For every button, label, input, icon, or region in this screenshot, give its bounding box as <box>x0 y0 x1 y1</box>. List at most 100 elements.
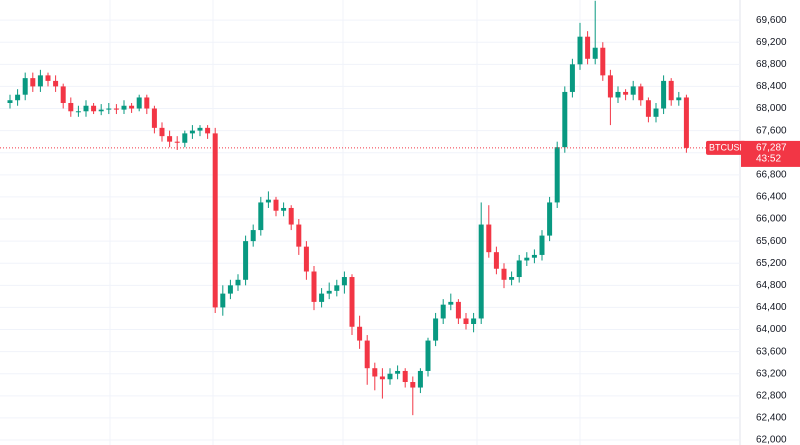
y-tick-label: 68,800 <box>756 59 787 70</box>
candle-body <box>417 370 423 388</box>
candle-body <box>486 224 492 253</box>
candle-body <box>630 86 636 95</box>
candle-body <box>113 108 119 110</box>
candle-body <box>425 340 431 371</box>
candle-body <box>319 293 325 302</box>
candle-body <box>227 285 233 294</box>
candle-body <box>53 80 59 87</box>
y-tick-label: 65,600 <box>756 236 787 247</box>
y-tick-label: 64,800 <box>756 280 787 291</box>
y-tick-label: 64,000 <box>756 324 787 335</box>
candle-body <box>212 133 218 308</box>
candle-body <box>387 373 393 380</box>
y-tick-label: 66,800 <box>756 169 787 180</box>
candle-body <box>182 133 188 143</box>
candle-body <box>676 97 682 101</box>
candle-body <box>372 368 378 377</box>
candle-body <box>37 75 43 87</box>
candle-body <box>144 97 150 109</box>
y-tick-label: 67,600 <box>756 125 787 136</box>
candle-body <box>615 91 621 98</box>
candle-body <box>661 80 667 109</box>
candle-body <box>60 86 66 103</box>
candle-body <box>334 285 340 291</box>
candle-body <box>326 290 332 294</box>
candle-body <box>539 235 545 255</box>
candle-body <box>395 370 401 374</box>
candle-body <box>174 141 180 143</box>
candle-body <box>448 301 454 305</box>
y-tick-label: 64,400 <box>756 302 787 313</box>
candle-body <box>311 271 317 302</box>
candle-body <box>341 277 347 286</box>
candle-body <box>136 97 142 109</box>
candle-body <box>577 36 583 65</box>
y-tick-label: 65,200 <box>756 258 787 269</box>
candle-body <box>402 370 408 383</box>
candle-body <box>501 268 507 280</box>
candle-body <box>7 100 13 103</box>
candle-body <box>30 78 36 87</box>
y-tick-label: 69,200 <box>756 37 787 48</box>
candle-body <box>554 147 560 203</box>
candle-body <box>463 318 469 324</box>
candle-body <box>493 252 499 269</box>
candle-body <box>433 318 439 341</box>
candle-body <box>235 279 241 286</box>
candle-body <box>638 86 644 101</box>
candle-body <box>45 75 51 81</box>
candle-body <box>250 230 256 242</box>
candle-body <box>106 108 112 110</box>
candle-body <box>197 127 203 131</box>
candle-body <box>569 64 575 92</box>
candle-body <box>645 100 651 117</box>
candle-body <box>189 130 195 134</box>
candle-body <box>303 246 309 272</box>
symbol-label: BTCUSD <box>709 142 747 152</box>
candle-body <box>281 207 287 211</box>
candle-body <box>455 301 461 319</box>
y-tick-label: 62,800 <box>756 390 787 401</box>
candle-body <box>516 260 522 278</box>
candle-body <box>121 105 127 110</box>
candle-body <box>509 277 515 280</box>
candle-body <box>159 127 165 137</box>
candle-body <box>531 254 537 258</box>
symbol-tag <box>706 140 746 155</box>
y-tick-label: 63,600 <box>756 346 787 357</box>
y-tick-label: 66,000 <box>756 214 787 225</box>
candle-body <box>83 105 89 112</box>
countdown-label: 43:52 <box>756 154 781 165</box>
candle-body <box>220 293 226 308</box>
last-price-label: 67,287 <box>756 143 787 154</box>
candle-body <box>265 199 271 203</box>
candle-body <box>288 207 294 225</box>
candle-body <box>167 136 173 142</box>
candle-body <box>379 376 385 380</box>
candle-body <box>410 382 416 388</box>
candle-body <box>683 97 689 148</box>
price-tag <box>741 140 800 167</box>
y-tick-label: 63,200 <box>756 368 787 379</box>
candle-body <box>364 340 370 369</box>
candle-body <box>68 102 74 112</box>
candle-body <box>471 318 477 324</box>
candle-body <box>258 202 264 231</box>
candle-body <box>623 91 629 95</box>
candle-body <box>585 36 591 59</box>
candle-body <box>273 199 279 211</box>
candle-body <box>151 108 157 128</box>
candle-body <box>592 47 598 59</box>
candle-body <box>653 108 659 117</box>
candle-body <box>75 111 81 113</box>
candle-body <box>296 224 302 247</box>
candle-body <box>15 94 21 101</box>
candle-body <box>357 326 363 341</box>
y-tick-label: 66,400 <box>756 192 787 203</box>
y-tick-label: 68,000 <box>756 103 787 114</box>
candle-body <box>129 105 135 109</box>
y-tick-label: 68,400 <box>756 81 787 92</box>
candle-body <box>243 241 249 280</box>
